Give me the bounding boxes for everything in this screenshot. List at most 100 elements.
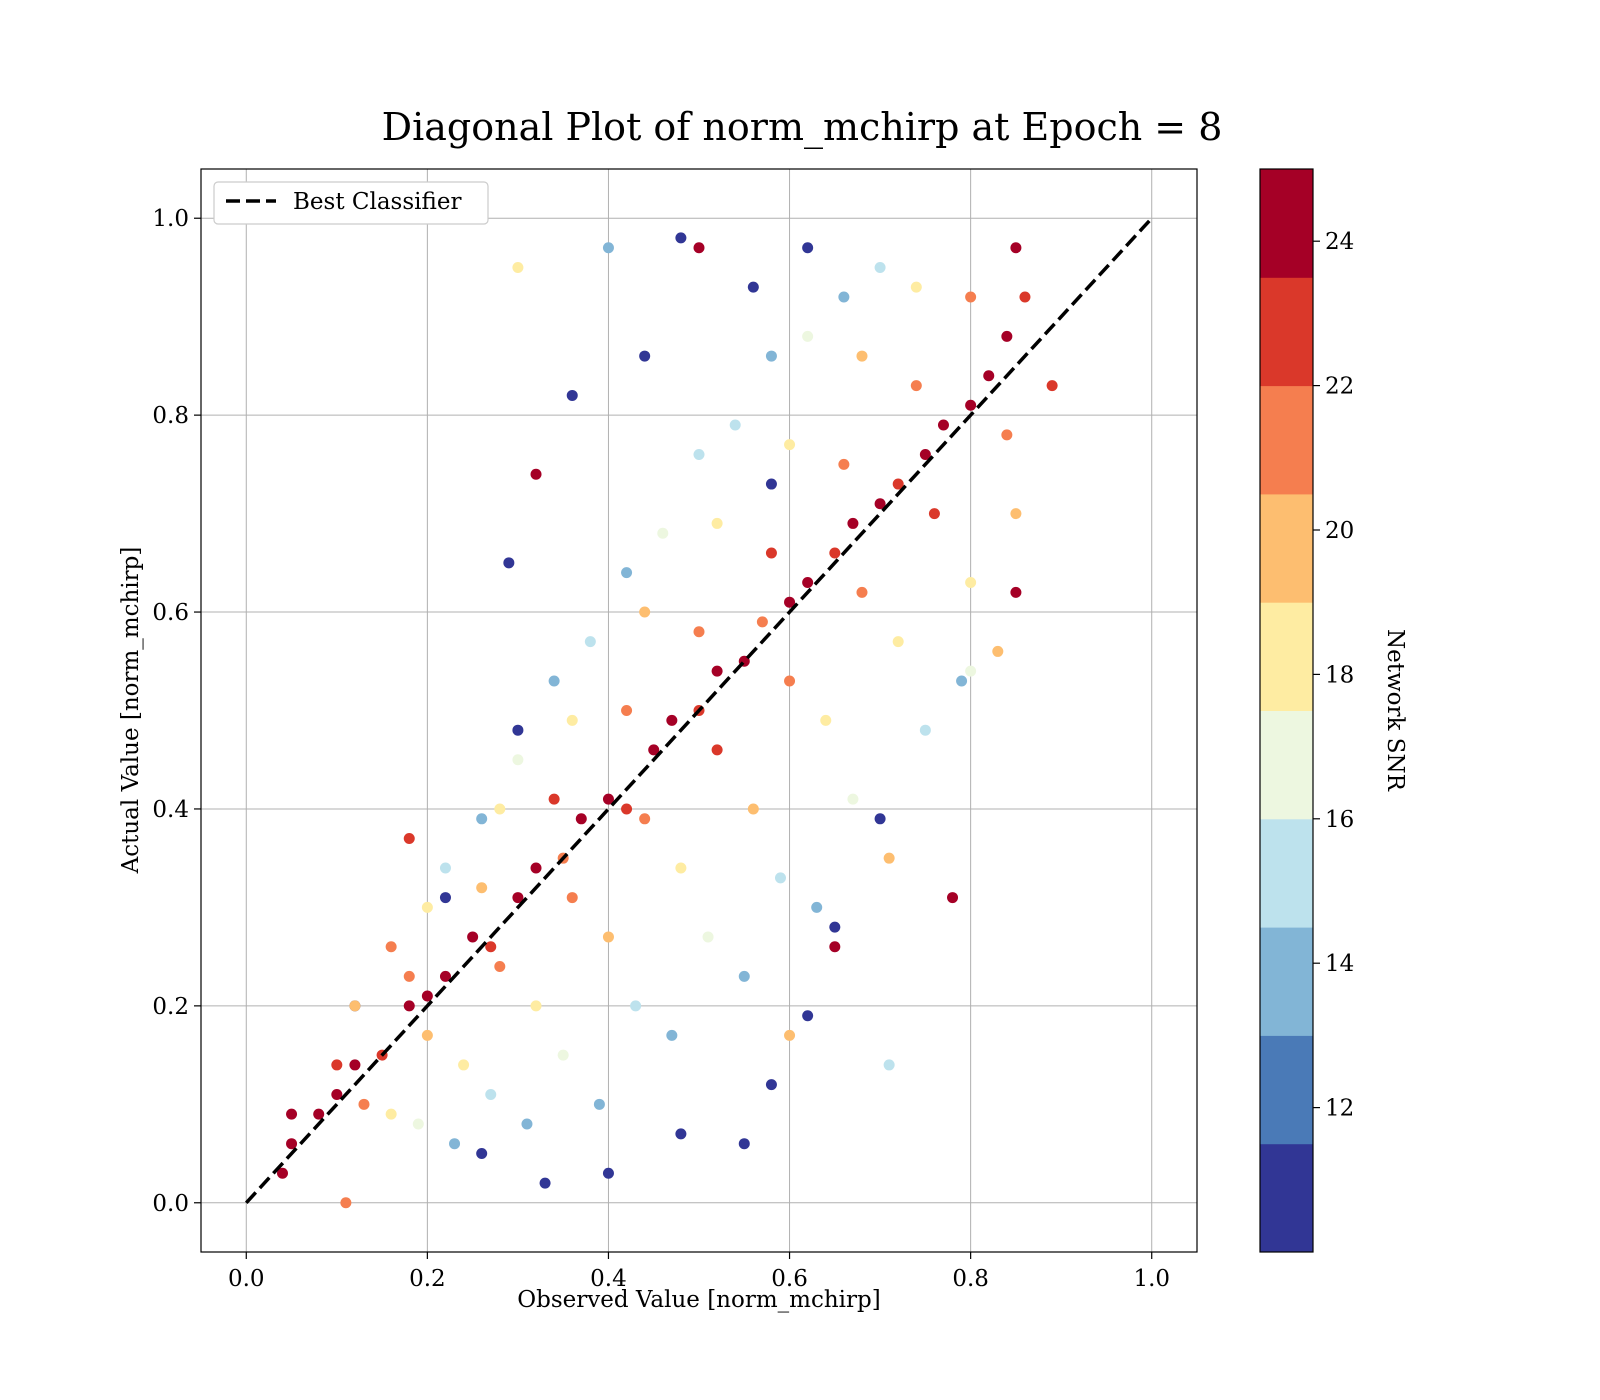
scatter-point (693, 449, 705, 461)
scatter-point (919, 449, 931, 461)
scatter-point (512, 724, 524, 736)
scatter-point (512, 261, 524, 273)
x-axis-ticks: 0.0 0.2 0.4 0.6 0.8 1.0 (228, 1252, 1170, 1292)
scatter-point (675, 1128, 687, 1140)
colorbar-bin (1260, 385, 1313, 495)
y-axis-label: Actual Value [norm_mchirp] (118, 547, 144, 875)
scatter-point (621, 567, 633, 579)
scatter-points (276, 232, 1058, 1209)
x-tick-label: 0.0 (228, 1266, 265, 1292)
scatter-point (765, 547, 777, 559)
colorbar-tick-label: 18 (1325, 662, 1354, 688)
scatter-point (965, 291, 977, 303)
scatter-point (521, 1118, 533, 1130)
scatter-point (937, 419, 949, 431)
y-tick-label: 1.0 (152, 206, 189, 232)
colorbar-bin (1260, 1035, 1313, 1145)
scatter-point (919, 724, 931, 736)
scatter-point (1019, 291, 1031, 303)
scatter-point (566, 892, 578, 904)
colorbar-tick-label: 20 (1325, 518, 1354, 544)
scatter-point (702, 931, 714, 943)
colorbar-bin (1260, 169, 1313, 278)
scatter-point (883, 852, 895, 864)
scatter-point (421, 990, 433, 1002)
scatter-point (602, 793, 614, 805)
x-axis-label: Observed Value [norm_mchirp] (517, 1287, 880, 1313)
scatter-point (602, 931, 614, 943)
colorbar-tick-label: 16 (1325, 807, 1354, 833)
scatter-point (566, 714, 578, 726)
scatter-point (856, 586, 868, 598)
legend-box (213, 181, 489, 225)
scatter-point (892, 478, 904, 490)
scatter-point (829, 921, 841, 933)
colorbar-tick-label: 14 (1325, 951, 1354, 977)
scatter-point (458, 1059, 470, 1071)
scatter-point (349, 1000, 361, 1012)
scatter-point (693, 626, 705, 638)
colorbar-bin (1260, 1143, 1313, 1253)
legend: Best Classifier (213, 181, 489, 225)
colorbar-bin (1260, 710, 1313, 820)
colorbar-frame (1259, 168, 1314, 1253)
scatter-point (765, 478, 777, 490)
scatter-point (983, 370, 995, 382)
scatter-point (738, 1138, 750, 1150)
colorbar-label: Network SNR (1382, 629, 1408, 792)
y-axis-ticks: 0.0 0.2 0.4 0.6 0.8 1.0 (152, 206, 201, 1217)
scatter-point (992, 645, 1004, 657)
scatter-point (602, 242, 614, 254)
scatter-point (738, 970, 750, 982)
scatter-point (874, 813, 886, 825)
scatter-point (765, 1079, 777, 1091)
scatter-point (802, 577, 814, 589)
scatter-point (403, 1000, 415, 1012)
scatter-point (747, 281, 759, 293)
scatter-point (1010, 242, 1022, 254)
scatter-point (1001, 429, 1013, 441)
scatter-point (557, 1049, 569, 1061)
colorbar-bin (1260, 818, 1313, 928)
colorbar-tick-label: 24 (1325, 229, 1354, 255)
scatter-point (811, 901, 823, 913)
scatter-point (648, 744, 660, 756)
scatter-point (449, 1138, 461, 1150)
scatter-point (1001, 330, 1013, 342)
grid (201, 169, 1197, 1252)
scatter-point (675, 862, 687, 874)
scatter-point (530, 1000, 542, 1012)
colorbar-bin (1260, 927, 1313, 1036)
scatter-point (784, 1029, 796, 1041)
scatter-point (539, 1177, 551, 1189)
scatter-point (286, 1108, 298, 1120)
plot-frame (200, 168, 1198, 1253)
scatter-point (286, 1138, 298, 1150)
x-tick-label: 0.6 (771, 1266, 808, 1292)
scatter-point (639, 813, 651, 825)
scatter-point (756, 616, 768, 628)
scatter-point (439, 862, 451, 874)
scatter-point (829, 941, 841, 953)
scatter-point (666, 714, 678, 726)
scatter-point (530, 468, 542, 480)
scatter-point (747, 803, 759, 815)
scatter-point (693, 242, 705, 254)
scatter-point (657, 527, 669, 539)
plot-area: 0.0 0.2 0.4 0.6 0.8 1.0 0.0 0.2 0.4 0.6 0.8 1.0 (152, 168, 1198, 1292)
scatter-point (784, 439, 796, 451)
colorbar-bin (1260, 277, 1313, 387)
scatter-point (421, 1029, 433, 1041)
scatter-point (829, 547, 841, 559)
scatter-point (313, 1108, 325, 1120)
x-tick-label: 0.4 (590, 1266, 627, 1292)
scatter-point (847, 517, 859, 529)
colorbar: 12 14 16 18 20 22 24 Network SNR (1259, 168, 1408, 1253)
scatter-point (910, 281, 922, 293)
scatter-point (340, 1197, 352, 1209)
scatter-point (847, 793, 859, 805)
scatter-point (602, 1167, 614, 1179)
y-tick-label: 0.4 (152, 797, 189, 823)
scatter-point (548, 675, 560, 687)
